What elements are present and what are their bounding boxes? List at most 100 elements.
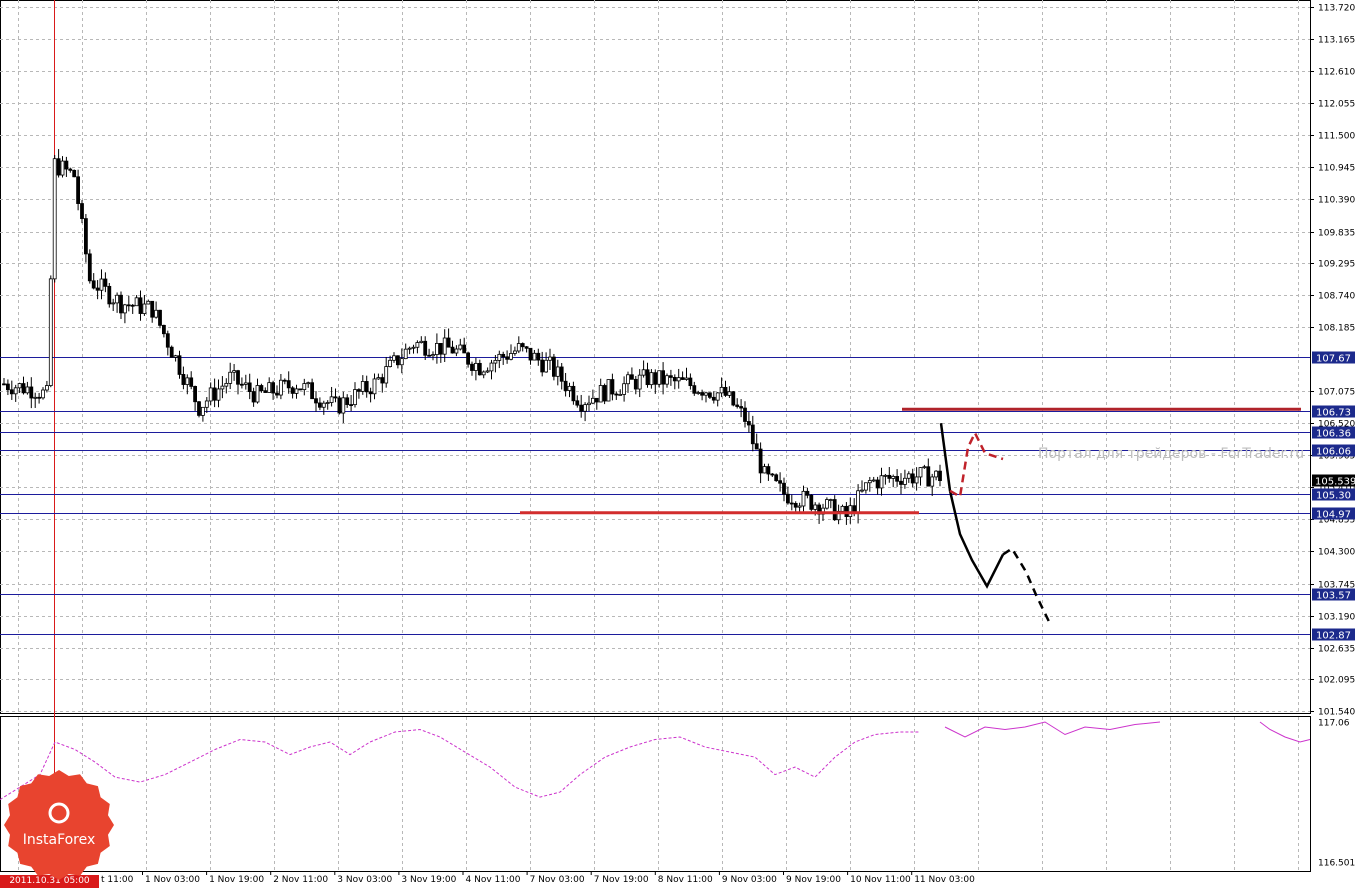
candle-body bbox=[598, 385, 603, 403]
candle-body bbox=[610, 379, 615, 395]
candle-body bbox=[25, 386, 30, 394]
candle-body bbox=[555, 366, 560, 377]
price-tick-label: 101.540 bbox=[1318, 708, 1355, 718]
candle-body bbox=[84, 218, 88, 255]
candle-body bbox=[169, 346, 174, 358]
candle-body bbox=[239, 383, 244, 386]
candle-body bbox=[575, 400, 580, 406]
candle-body bbox=[711, 396, 716, 401]
forecast-path-solid bbox=[939, 423, 1005, 589]
candle-body bbox=[509, 353, 513, 360]
candle-body bbox=[501, 353, 506, 358]
level-label: 102.87 bbox=[1316, 631, 1351, 642]
candle-body bbox=[466, 352, 471, 365]
candle-body bbox=[173, 355, 178, 358]
watermark-text: Портал для трейдеров - ForTrader.ru bbox=[1038, 446, 1303, 462]
candle-body bbox=[540, 359, 545, 373]
candle-body bbox=[243, 382, 248, 385]
candle-body bbox=[727, 391, 732, 396]
candle-body bbox=[376, 377, 381, 380]
candle-body bbox=[442, 337, 447, 355]
forecast-path-dashed bbox=[1002, 546, 1052, 625]
candle-body bbox=[17, 383, 22, 389]
candle-body bbox=[778, 480, 782, 484]
candle-body bbox=[372, 378, 377, 395]
candle-body bbox=[333, 396, 338, 399]
candle-body bbox=[477, 362, 482, 376]
candle-body bbox=[903, 477, 907, 485]
time-tick-label: 1 Nov 19:00 bbox=[209, 875, 264, 885]
candle-body bbox=[290, 387, 295, 394]
candle-body bbox=[520, 343, 525, 348]
candle-body bbox=[450, 346, 455, 354]
candle-body bbox=[828, 499, 833, 501]
candle-body bbox=[516, 343, 521, 352]
candle-body bbox=[154, 309, 159, 318]
price-tick-label: 113.165 bbox=[1318, 36, 1355, 46]
candle-body bbox=[676, 377, 681, 382]
candle-body bbox=[739, 406, 743, 409]
candle-body bbox=[906, 473, 911, 479]
level-label: 105.30 bbox=[1316, 491, 1351, 502]
time-tick-label: 7 Nov 19:00 bbox=[594, 875, 649, 885]
price-tick-label: 103.190 bbox=[1318, 613, 1355, 623]
indicator-line-dashed bbox=[0, 728, 920, 801]
candle-body bbox=[111, 302, 116, 305]
level-label-box bbox=[1312, 507, 1355, 520]
candle-body bbox=[21, 383, 26, 394]
indicator-line bbox=[944, 721, 1161, 738]
candle-body bbox=[325, 402, 330, 404]
candle-body bbox=[41, 389, 45, 399]
candle-body bbox=[513, 350, 517, 354]
candle-body bbox=[52, 158, 57, 280]
candle-body bbox=[497, 353, 502, 361]
candle-body bbox=[138, 297, 143, 314]
candle-body bbox=[267, 382, 272, 393]
candle-body bbox=[321, 402, 326, 408]
candle-body bbox=[563, 380, 568, 391]
candle-body bbox=[622, 383, 626, 395]
candle-body bbox=[653, 372, 658, 385]
candle-body bbox=[150, 300, 155, 318]
candle-body bbox=[419, 340, 424, 343]
candle-body bbox=[72, 169, 77, 178]
candle-body bbox=[895, 476, 899, 482]
cursor-time-label: 2011.10.31 05:00 bbox=[0, 875, 99, 888]
time-tick-label: 3 Nov 03:00 bbox=[337, 875, 392, 885]
candle-body bbox=[637, 374, 642, 390]
candle-body bbox=[719, 386, 724, 394]
candle-body bbox=[107, 285, 112, 305]
instaforex-logo-text: InstaForex bbox=[22, 832, 96, 848]
time-tick-label: 2 Nov 11:00 bbox=[273, 875, 328, 885]
candle-body bbox=[80, 203, 84, 219]
candle-body bbox=[236, 370, 240, 385]
candle-body bbox=[146, 300, 151, 305]
candle-body bbox=[899, 480, 903, 485]
candle-body bbox=[630, 374, 634, 380]
candle-body bbox=[286, 380, 291, 389]
candle-body bbox=[770, 473, 775, 476]
instaforex-logo bbox=[4, 770, 114, 880]
candle-body bbox=[68, 168, 73, 171]
candle-body bbox=[669, 375, 673, 378]
candle-body bbox=[399, 358, 404, 366]
time-tick-label: 1 Nov 03:00 bbox=[145, 875, 200, 885]
candle-body bbox=[688, 377, 693, 387]
level-label: 107.67 bbox=[1316, 354, 1351, 365]
level-label: 106.36 bbox=[1316, 429, 1351, 440]
candle-body bbox=[263, 390, 268, 393]
price-tick-label: 103.745 bbox=[1318, 581, 1355, 591]
candle-body bbox=[142, 303, 147, 314]
candle-body bbox=[594, 397, 599, 403]
candle-body bbox=[76, 176, 80, 204]
candle-body bbox=[185, 377, 190, 385]
level-label: 106.06 bbox=[1316, 447, 1351, 458]
candle-body bbox=[9, 389, 14, 395]
candle-body bbox=[33, 396, 38, 399]
candle-body bbox=[692, 385, 697, 394]
candle-body bbox=[789, 502, 794, 505]
candle-body bbox=[715, 392, 720, 401]
candle-body bbox=[181, 374, 186, 385]
candle-body bbox=[786, 493, 790, 504]
